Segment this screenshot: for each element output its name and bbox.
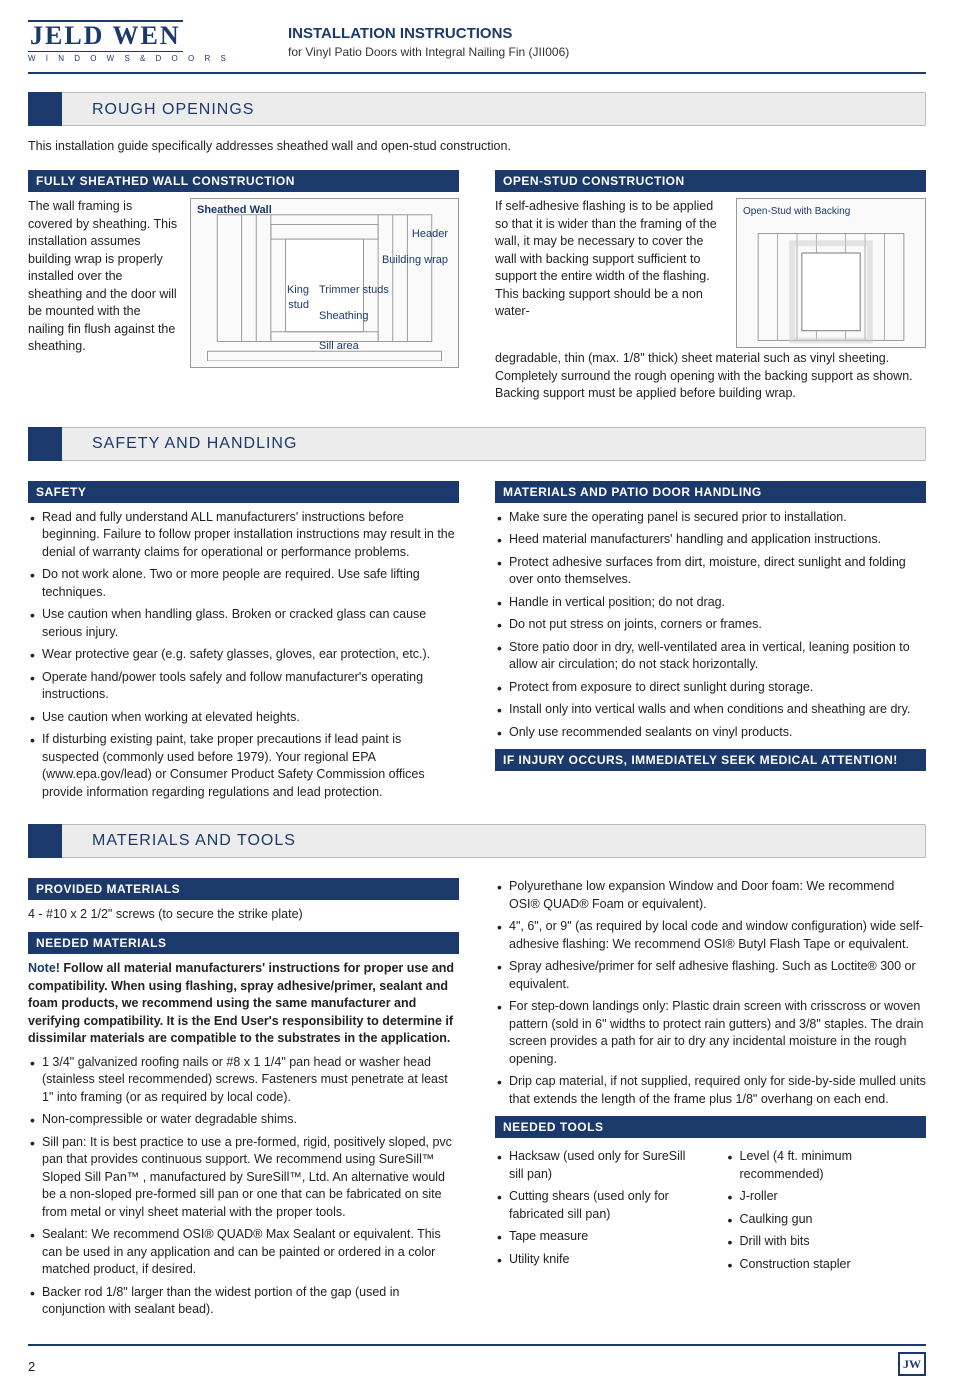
logo-block: JELD WEN W I N D O W S & D O O R S (28, 20, 288, 64)
section-square-icon (28, 824, 62, 858)
header-subtitle: for Vinyl Patio Doors with Integral Nail… (288, 44, 926, 60)
list-item: Cutting shears (used only for fabricated… (495, 1188, 696, 1223)
handling-bar: MATERIALS AND PATIO DOOR HANDLING (495, 481, 926, 503)
list-item: Heed material manufacturers' handling an… (495, 531, 926, 549)
list-item: Backer rod 1/8" larger than the widest p… (28, 1284, 459, 1319)
tools-columns: Hacksaw (used only for SureSill sill pan… (495, 1144, 926, 1282)
open-stud-bar: OPEN-STUD CONSTRUCTION (495, 170, 926, 192)
section-square-icon (28, 427, 62, 461)
rough-right-col: OPEN-STUD CONSTRUCTION If self-adhesive … (495, 162, 926, 409)
list-item: Drip cap material, if not supplied, requ… (495, 1073, 926, 1108)
list-item: Read and fully understand ALL manufactur… (28, 509, 459, 562)
list-item: For step-down landings only: Plastic dra… (495, 998, 926, 1068)
list-item: 4", 6", or 9" (as required by local code… (495, 918, 926, 953)
header-title: INSTALLATION INSTRUCTIONS (288, 24, 926, 44)
section-rough-openings: ROUGH OPENINGS (28, 92, 926, 126)
diagram-label: Sheathed Wall (197, 203, 272, 218)
list-item: Make sure the operating panel is secured… (495, 509, 926, 527)
page-footer: 2 JW (28, 1344, 926, 1376)
rough-left-col: FULLY SHEATHED WALL CONSTRUCTION The wal… (28, 162, 459, 409)
diagram-label: Trimmer studs (319, 283, 389, 298)
list-item: If disturbing existing paint, take prope… (28, 731, 459, 801)
list-item: Protect adhesive surfaces from dirt, moi… (495, 554, 926, 589)
tools-left-list: Hacksaw (used only for SureSill sill pan… (495, 1148, 696, 1278)
diagram-label: Sheathing (319, 309, 369, 324)
list-item: Do not work alone. Two or more people ar… (28, 566, 459, 601)
diagram-label: Sill area (319, 339, 359, 354)
safety-bar: SAFETY (28, 481, 459, 503)
list-item: Tape measure (495, 1228, 696, 1246)
section-square-icon (28, 92, 62, 126)
tools-right-list: Level (4 ft. minimum recommended) J-roll… (726, 1148, 927, 1278)
list-item: Level (4 ft. minimum recommended) (726, 1148, 927, 1183)
section-title: SAFETY AND HANDLING (92, 433, 297, 455)
list-item: Use caution when working at elevated hei… (28, 709, 459, 727)
list-item: Protect from exposure to direct sunlight… (495, 679, 926, 697)
list-item: 1 3/4" galvanized roofing nails or #8 x … (28, 1054, 459, 1107)
section-materials-tools: MATERIALS AND TOOLS (28, 824, 926, 858)
materials-left-col: PROVIDED MATERIALS 4 - #10 x 2 1/2" scre… (28, 870, 459, 1323)
list-item: Caulking gun (726, 1211, 927, 1229)
list-item: Non-compressible or water degradable shi… (28, 1111, 459, 1129)
fully-sheathed-bar: FULLY SHEATHED WALL CONSTRUCTION (28, 170, 459, 192)
list-item: Store patio door in dry, well-ventilated… (495, 639, 926, 674)
list-item: Only use recommended sealants on vinyl p… (495, 724, 926, 742)
list-item: Operate hand/power tools safely and foll… (28, 669, 459, 704)
rough-intro: This installation guide specifically add… (28, 138, 926, 156)
header-text: INSTALLATION INSTRUCTIONS for Vinyl Pati… (288, 24, 926, 60)
list-item: Install only into vertical walls and whe… (495, 701, 926, 719)
materials-note: Note! Follow all material manufacturers'… (28, 960, 459, 1048)
open-stud-diagram: Open-Stud with Backing (736, 198, 926, 348)
list-item: Use caution when handling glass. Broken … (28, 606, 459, 641)
list-item: Hacksaw (used only for SureSill sill pan… (495, 1148, 696, 1183)
footer-logo: JW (898, 1352, 926, 1376)
open-stud-text-block: If self-adhesive flashing is to be appli… (495, 198, 724, 321)
list-item: Sealant: We recommend OSI® QUAD® Max Sea… (28, 1226, 459, 1279)
list-item: Sill pan: It is best practice to use a p… (28, 1134, 459, 1222)
list-item: Drill with bits (726, 1233, 927, 1251)
diagram-label: Building wrap (382, 253, 448, 268)
diagram-svg (743, 219, 919, 355)
section-safety-handling: SAFETY AND HANDLING (28, 427, 926, 461)
needed-materials-right-list: Polyurethane low expansion Window and Do… (495, 878, 926, 1108)
needed-tools-bar: NEEDED TOOLS (495, 1116, 926, 1138)
page-header: JELD WEN W I N D O W S & D O O R S INSTA… (28, 20, 926, 74)
list-item: Construction stapler (726, 1256, 927, 1274)
open-stud-text1: If self-adhesive flashing is to be appli… (495, 199, 717, 283)
fully-sheathed-text: The wall framing is covered by sheathing… (28, 198, 178, 356)
handling-list: Make sure the operating panel is secured… (495, 509, 926, 742)
list-item: J-roller (726, 1188, 927, 1206)
injury-bar: IF INJURY OCCURS, IMMEDIATELY SEEK MEDIC… (495, 749, 926, 771)
section-title: ROUGH OPENINGS (92, 99, 254, 121)
provided-text: 4 - #10 x 2 1/2" screws (to secure the s… (28, 906, 459, 924)
materials-right-col: Polyurethane low expansion Window and Do… (495, 870, 926, 1323)
safety-left-col: SAFETY Read and fully understand ALL man… (28, 473, 459, 807)
list-item: Polyurethane low expansion Window and Do… (495, 878, 926, 913)
list-item: Spray adhesive/primer for self adhesive … (495, 958, 926, 993)
diagram-label: Open-Stud with Backing (743, 205, 919, 219)
safety-right-col: MATERIALS AND PATIO DOOR HANDLING Make s… (495, 473, 926, 807)
needed-mat-bar: NEEDED MATERIALS (28, 932, 459, 954)
note-bold: Note! (28, 961, 60, 975)
open-stud-text2: This backing support should be a non wat… (495, 287, 703, 319)
logo-main: JELD WEN (28, 20, 183, 52)
diagram-label: Header (412, 227, 448, 242)
needed-materials-left-list: 1 3/4" galvanized roofing nails or #8 x … (28, 1054, 459, 1319)
logo-sub: W I N D O W S & D O O R S (28, 54, 288, 65)
list-item: Wear protective gear (e.g. safety glasse… (28, 646, 459, 664)
diagram-label: King stud (269, 283, 309, 313)
section-title: MATERIALS AND TOOLS (92, 830, 296, 852)
page-number: 2 (28, 1358, 35, 1376)
note-text: Follow all material manufacturers' instr… (28, 961, 454, 1045)
list-item: Handle in vertical position; do not drag… (495, 594, 926, 612)
list-item: Utility knife (495, 1251, 696, 1269)
list-item: Do not put stress on joints, corners or … (495, 616, 926, 634)
sheathed-wall-diagram: Sheathed Wall Header Building wrap King … (190, 198, 459, 368)
provided-bar: PROVIDED MATERIALS (28, 878, 459, 900)
safety-list: Read and fully understand ALL manufactur… (28, 509, 459, 802)
